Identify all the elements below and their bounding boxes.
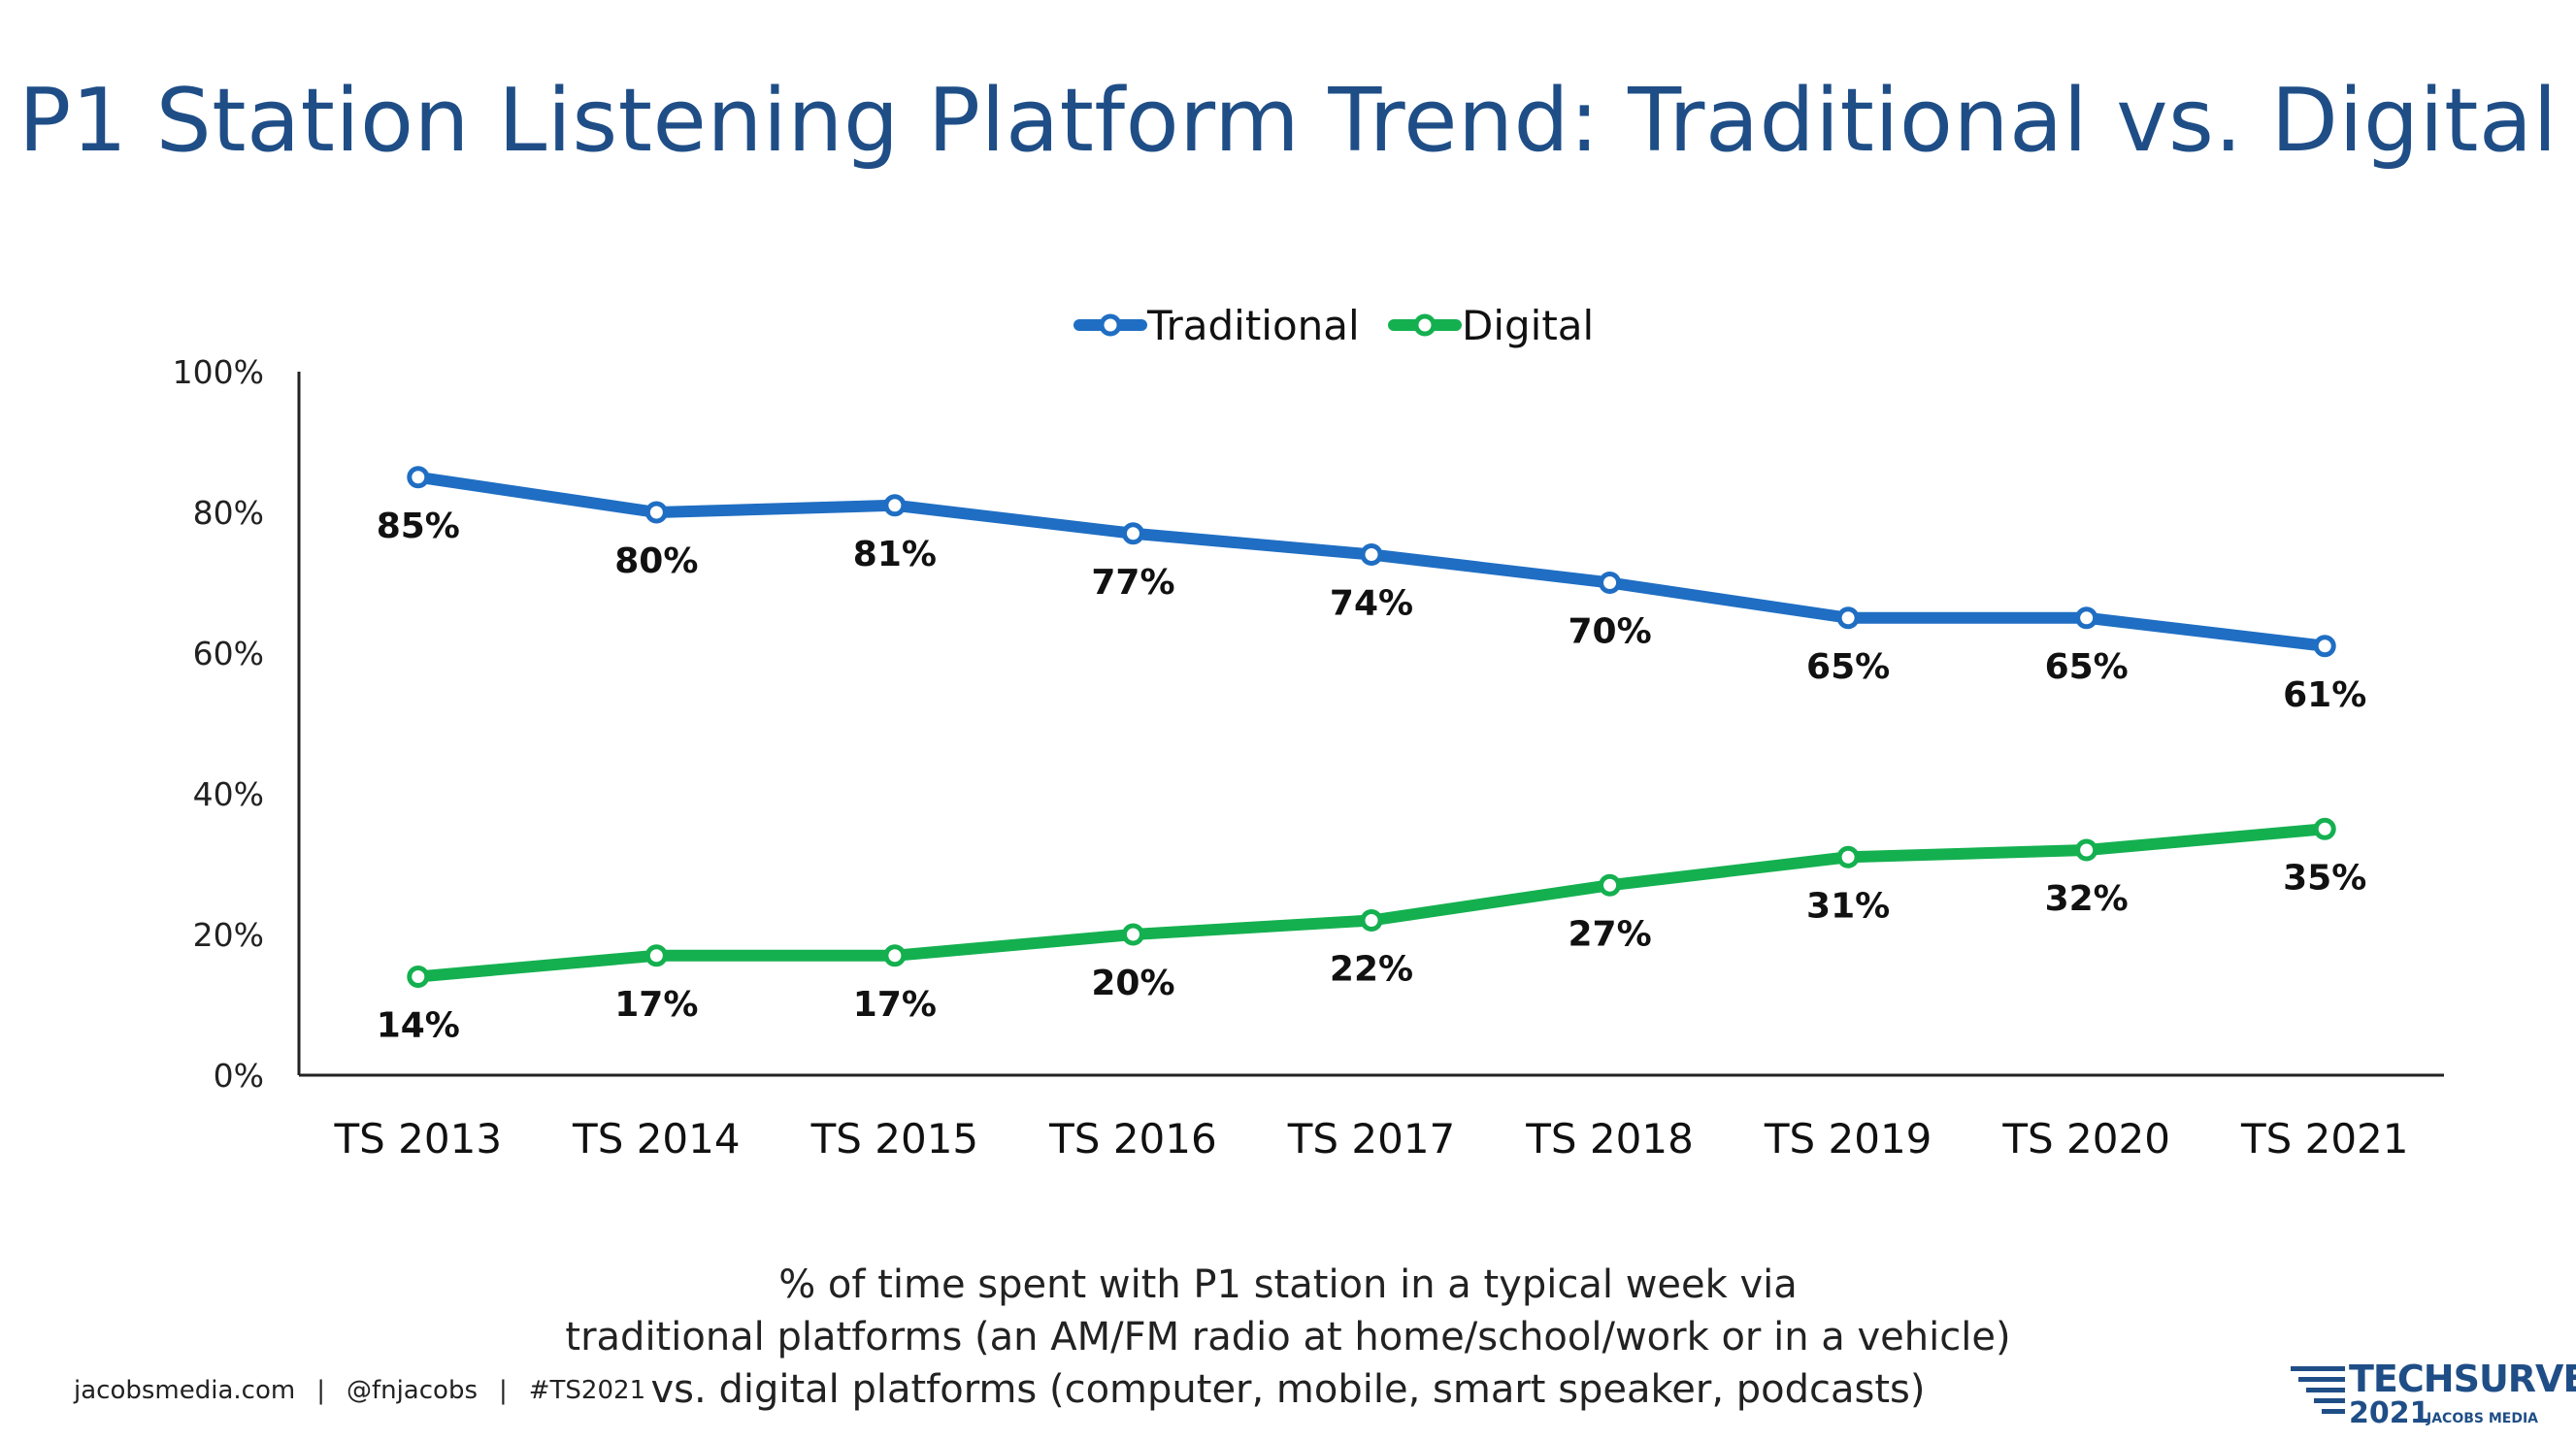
data-point-traditional xyxy=(2075,606,2098,630)
y-tick-label: 20% xyxy=(193,916,264,954)
x-tick-label: TS 2013 xyxy=(333,1115,502,1163)
data-point-digital xyxy=(644,944,668,967)
caption-line-3: vs. digital platforms (computer, mobile,… xyxy=(650,1367,1926,1412)
data-label-traditional: 65% xyxy=(1806,647,1890,687)
data-label-traditional: 85% xyxy=(377,507,460,546)
data-label-traditional: 61% xyxy=(2283,675,2366,715)
y-tick-label: 80% xyxy=(193,494,264,532)
data-point-traditional xyxy=(644,501,668,524)
data-label-traditional: 65% xyxy=(2045,647,2129,687)
x-tick-label: TS 2017 xyxy=(1287,1115,1456,1163)
y-tick-label: 40% xyxy=(193,775,264,813)
footer-site-link[interactable]: jacobsmedia.com xyxy=(74,1376,296,1405)
footer-links: jacobsmedia.com | @fnjacobs | #TS2021 xyxy=(74,1376,646,1405)
data-point-traditional xyxy=(1599,572,1622,594)
data-label-digital: 17% xyxy=(614,985,698,1025)
data-point-digital xyxy=(1121,923,1144,946)
legend-marker-digital xyxy=(1413,313,1437,337)
data-label-traditional: 80% xyxy=(614,541,698,581)
data-label-traditional: 77% xyxy=(1091,563,1174,603)
data-point-digital xyxy=(1599,873,1622,897)
y-tick-label: 100% xyxy=(173,353,264,391)
legend-label-digital: Digital xyxy=(1462,302,1594,349)
data-point-traditional xyxy=(883,494,907,517)
caption-line-2: traditional platforms (an AM/FM radio at… xyxy=(565,1315,2011,1359)
data-label-digital: 22% xyxy=(1330,950,1413,990)
x-tick-label: TS 2020 xyxy=(2001,1115,2170,1163)
logo-brand: TECHSURVEY xyxy=(2349,1358,2576,1400)
logo-stripes-icon xyxy=(2291,1366,2345,1420)
data-point-traditional xyxy=(1121,522,1144,545)
x-tick-label: TS 2021 xyxy=(2240,1115,2409,1163)
data-point-digital xyxy=(407,966,430,988)
chart-title: P1 Station Listening Platform Trend: Tra… xyxy=(17,70,2559,172)
chart-caption: % of time spent with P1 station in a typ… xyxy=(0,1259,2576,1416)
legend-label-traditional: Traditional xyxy=(1146,302,1360,349)
data-point-digital xyxy=(2075,838,2098,862)
data-point-digital xyxy=(883,944,907,967)
data-point-traditional xyxy=(1360,543,1383,566)
x-tick-label: TS 2015 xyxy=(810,1115,979,1163)
data-label-digital: 32% xyxy=(2045,879,2129,919)
legend-marker-traditional xyxy=(1099,313,1122,337)
data-point-digital xyxy=(1836,845,1860,868)
x-tick-label: TS 2016 xyxy=(1048,1115,1217,1163)
y-tick-label: 0% xyxy=(214,1057,264,1095)
x-tick-label: TS 2018 xyxy=(1525,1115,1694,1163)
data-label-digital: 17% xyxy=(853,985,937,1025)
data-point-traditional xyxy=(2313,635,2336,658)
footer-handle[interactable]: @fnjacobs xyxy=(346,1376,478,1405)
data-label-digital: 14% xyxy=(377,1006,460,1046)
techsurvey-logo: TECHSURVEY 2021 JACOBS MEDIA xyxy=(2291,1360,2576,1430)
data-label-digital: 31% xyxy=(1806,886,1890,926)
x-tick-label: TS 2019 xyxy=(1764,1115,1932,1163)
data-point-digital xyxy=(2313,817,2336,840)
data-label-digital: 20% xyxy=(1091,964,1174,1003)
data-label-digital: 27% xyxy=(1568,914,1651,954)
footer-hashtag[interactable]: #TS2021 xyxy=(528,1376,646,1405)
data-point-traditional xyxy=(1836,606,1860,630)
x-tick-label: TS 2014 xyxy=(572,1115,741,1163)
logo-subtitle: JACOBS MEDIA xyxy=(2427,1411,2539,1426)
y-tick-label: 60% xyxy=(193,635,264,672)
logo-year: 2021 xyxy=(2349,1396,2430,1430)
data-label-traditional: 70% xyxy=(1568,612,1651,652)
data-point-traditional xyxy=(407,466,430,489)
caption-line-1: % of time spent with P1 station in a typ… xyxy=(778,1262,1798,1307)
data-label-traditional: 81% xyxy=(853,535,937,574)
data-label-digital: 35% xyxy=(2283,858,2366,898)
data-point-digital xyxy=(1360,909,1383,932)
data-label-traditional: 74% xyxy=(1330,584,1413,624)
